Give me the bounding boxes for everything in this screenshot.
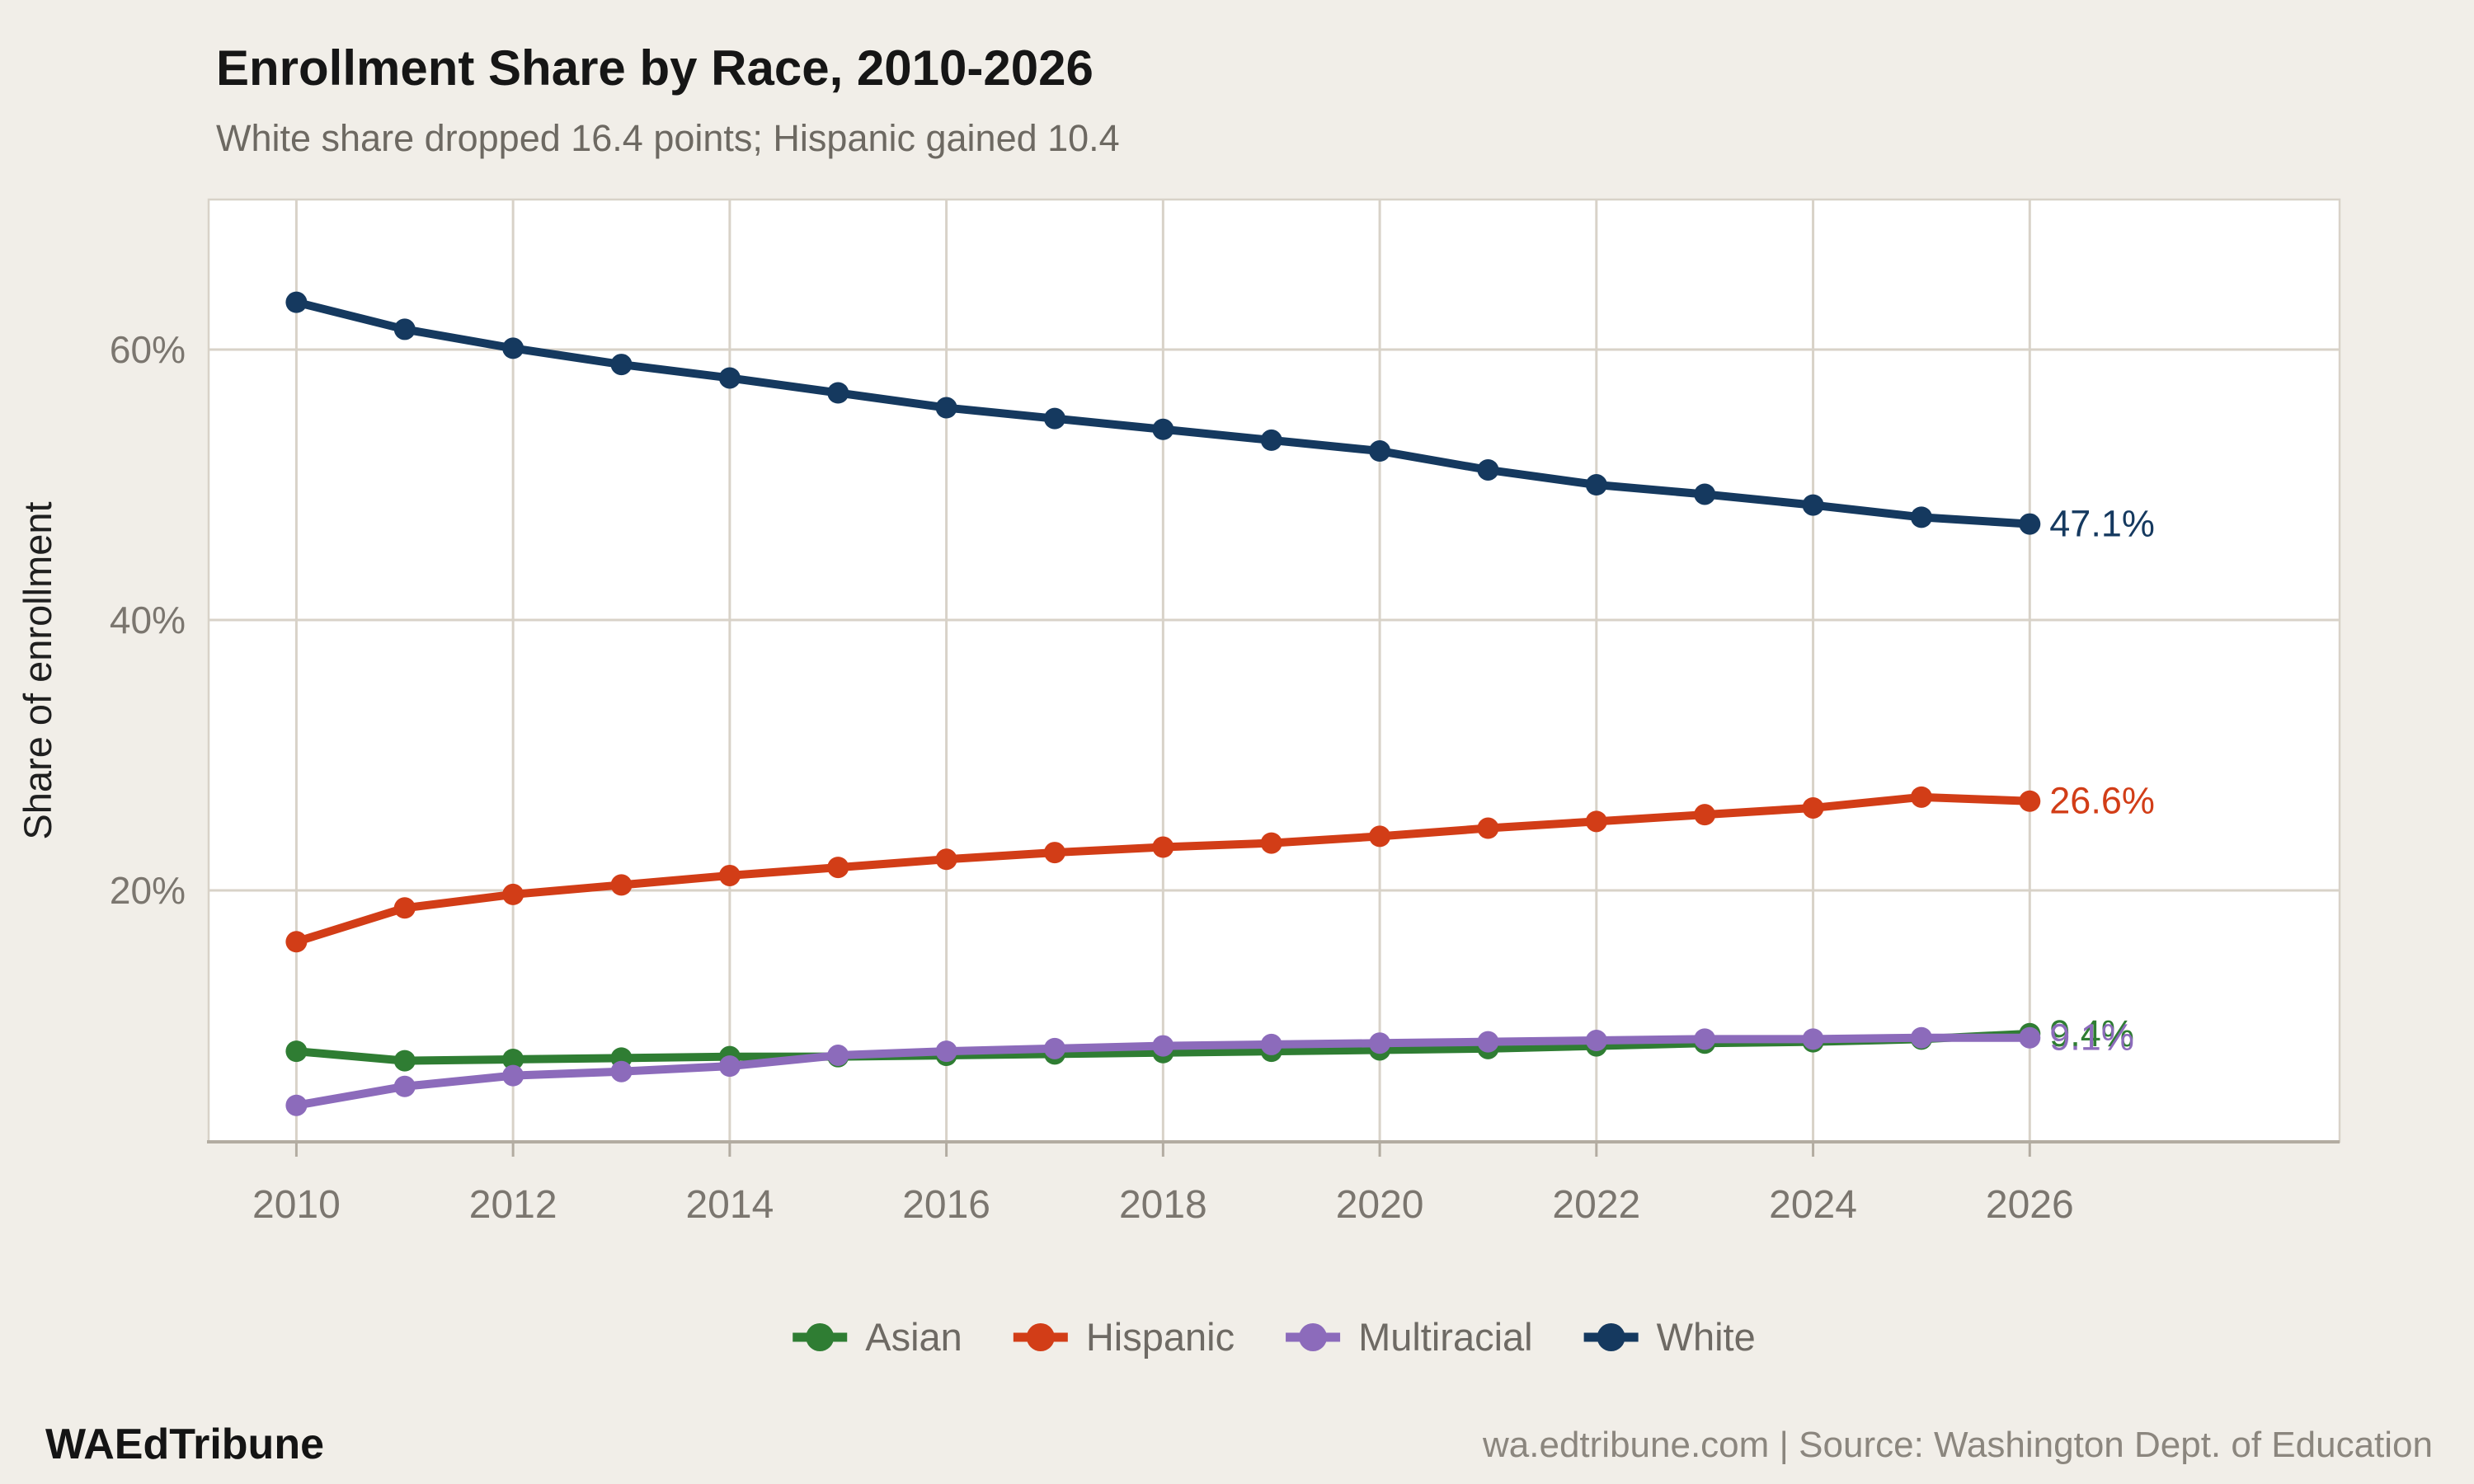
data-point-hispanic-2021 (1477, 817, 1499, 839)
data-point-white-2022 (1585, 474, 1607, 496)
data-point-multiracial-2020 (1369, 1032, 1391, 1054)
data-point-white-2016 (935, 397, 957, 419)
data-point-white-2020 (1369, 440, 1391, 463)
data-point-multiracial-2017 (1043, 1037, 1065, 1059)
legend-item-asian: Asian (793, 1315, 962, 1359)
y-tick-label-20: 20% (110, 869, 186, 912)
data-point-multiracial-2011 (393, 1075, 416, 1097)
data-point-multiracial-2014 (718, 1055, 741, 1078)
data-point-asian-2011 (393, 1050, 416, 1072)
plot-panel (207, 198, 2341, 1144)
legend-label-multiracial: Multiracial (1358, 1315, 1533, 1359)
data-point-asian-2012 (502, 1048, 524, 1070)
x-tick-label-2012: 2012 (469, 1183, 557, 1227)
x-tick-label-2022: 2022 (1552, 1183, 1640, 1227)
data-point-hispanic-2020 (1369, 825, 1391, 848)
legend: Asian Hispanic Multiracial White (793, 1315, 1756, 1359)
y-tick-label-60: 60% (110, 328, 186, 371)
end-label-white: 47.1% (2049, 503, 2155, 545)
data-point-hispanic-2010 (285, 931, 308, 953)
data-point-multiracial-2026 (2019, 1026, 2041, 1049)
data-point-hispanic-2018 (1152, 836, 1174, 858)
data-point-hispanic-2019 (1260, 832, 1282, 854)
x-tick-label-2026: 2026 (1986, 1183, 2074, 1227)
data-point-hispanic-2016 (935, 848, 957, 871)
data-point-hispanic-2023 (1694, 804, 1716, 826)
x-tick-label-2024: 2024 (1769, 1183, 1857, 1227)
data-point-multiracial-2013 (610, 1060, 633, 1082)
data-point-white-2019 (1260, 429, 1282, 451)
legend-item-hispanic: Hispanic (1013, 1315, 1235, 1359)
data-point-white-2014 (718, 367, 741, 389)
legend-label-asian: Asian (865, 1315, 962, 1359)
data-point-white-2010 (285, 291, 308, 313)
legend-item-multiracial: Multiracial (1286, 1315, 1533, 1359)
data-point-hispanic-2024 (1802, 796, 1824, 819)
data-point-hispanic-2011 (393, 897, 416, 919)
x-tick-label-2018: 2018 (1119, 1183, 1207, 1227)
data-point-white-2023 (1694, 483, 1716, 505)
data-point-multiracial-2021 (1477, 1031, 1499, 1053)
data-point-white-2018 (1152, 418, 1174, 440)
data-point-white-2015 (827, 382, 849, 404)
data-point-hispanic-2026 (2019, 790, 2041, 812)
legend-marker-dot-multiracial (1299, 1323, 1328, 1351)
y-tick-label-40: 40% (110, 599, 186, 641)
data-point-hispanic-2025 (1910, 786, 1932, 808)
data-point-hispanic-2015 (827, 857, 849, 879)
end-label-hispanic: 26.6% (2049, 780, 2155, 822)
chart-title: Enrollment Share by Race, 2010-2026 (216, 40, 1094, 96)
data-point-hispanic-2013 (610, 874, 633, 896)
data-point-multiracial-2022 (1585, 1030, 1607, 1052)
x-tick-label-2020: 2020 (1336, 1183, 1424, 1227)
data-point-white-2025 (1910, 506, 1932, 528)
legend-marker-dot-white (1597, 1323, 1625, 1351)
footer-source: wa.edtribune.com | Source: Washington De… (1483, 1425, 2433, 1465)
legend-label-hispanic: Hispanic (1086, 1315, 1235, 1359)
legend-item-white: White (1583, 1315, 1756, 1359)
data-point-white-2017 (1043, 407, 1065, 430)
data-point-hispanic-2022 (1585, 810, 1607, 833)
x-tick-label-2014: 2014 (685, 1183, 774, 1227)
data-point-multiracial-2023 (1694, 1028, 1716, 1050)
legend-marker-dot-asian (806, 1323, 835, 1351)
data-point-multiracial-2010 (285, 1094, 308, 1116)
data-point-multiracial-2018 (1152, 1035, 1174, 1057)
x-tick-label-2010: 2010 (252, 1183, 341, 1227)
data-point-white-2012 (502, 337, 524, 359)
data-point-hispanic-2014 (718, 864, 741, 886)
data-point-asian-2010 (285, 1040, 308, 1063)
data-point-white-2011 (393, 318, 416, 340)
footer-brand: WAEdTribune (45, 1421, 324, 1468)
end-label-multiracial: 9.1% (2049, 1017, 2134, 1059)
data-point-multiracial-2025 (1910, 1026, 1932, 1049)
legend-marker-dot-hispanic (1026, 1323, 1055, 1351)
data-point-multiracial-2016 (935, 1040, 957, 1063)
data-point-multiracial-2019 (1260, 1033, 1282, 1055)
legend-label-white: White (1657, 1315, 1756, 1359)
data-point-hispanic-2012 (502, 883, 524, 905)
data-point-white-2021 (1477, 458, 1499, 481)
data-point-white-2013 (610, 354, 633, 376)
data-point-multiracial-2024 (1802, 1028, 1824, 1050)
x-tick-label-2016: 2016 (902, 1183, 990, 1227)
data-point-white-2024 (1802, 494, 1824, 516)
data-point-white-2026 (2019, 513, 2041, 535)
y-axis-title: Share of enrollment (16, 501, 59, 839)
data-point-multiracial-2015 (827, 1045, 849, 1067)
data-point-hispanic-2017 (1043, 842, 1065, 864)
chart-subtitle: White share dropped 16.4 points; Hispani… (216, 117, 1120, 159)
data-point-multiracial-2012 (502, 1064, 524, 1087)
end-label-asian: 9.4% (2049, 1012, 2134, 1054)
